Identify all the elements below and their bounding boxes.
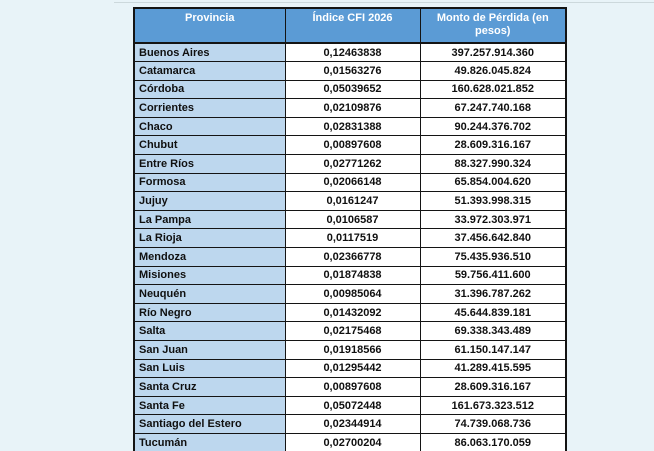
province-cell: Corrientes <box>133 98 286 118</box>
province-cell: Río Negro <box>133 302 286 323</box>
table-row: San Juan 0,01918566 61.150.147.147 <box>133 340 567 360</box>
cfi-index-cell: 0,02771262 <box>284 154 421 174</box>
table-row: Buenos Aires 0,12463838 397.257.914.360 <box>133 42 567 63</box>
table-row: Santa Fe 0,05072448 161.673.323.512 <box>133 395 567 416</box>
table-row: Jujuy 0,0161247 51.393.998.315 <box>133 191 567 211</box>
loss-amount-cell: 41.289.415.595 <box>419 358 567 379</box>
province-cell: San Luis <box>133 358 286 379</box>
cfi-index-cell: 0,02066148 <box>284 172 421 193</box>
province-cell: La Rioja <box>133 228 286 249</box>
table-row: Entre Ríos 0,02771262 88.327.990.324 <box>133 154 567 174</box>
loss-amount-cell: 397.257.914.360 <box>419 42 567 63</box>
cfi-index-cell: 0,01874838 <box>284 265 421 286</box>
loss-amount-cell: 90.244.376.702 <box>419 116 567 137</box>
table-row: Chaco 0,02831388 90.244.376.702 <box>133 116 567 137</box>
loss-amount-cell: 86.063.170.059 <box>419 432 567 451</box>
table-row: Neuquén 0,00985064 31.396.787.262 <box>133 284 567 304</box>
loss-amount-cell: 74.739.068.736 <box>419 414 567 434</box>
table-row: Corrientes 0,02109876 67.247.740.168 <box>133 98 567 118</box>
province-cell: La Pampa <box>133 209 286 230</box>
table-row: Córdoba 0,05039652 160.628.021.852 <box>133 79 567 100</box>
loss-amount-cell: 45.644.839.181 <box>419 302 567 323</box>
province-cell: Catamarca <box>133 61 286 81</box>
province-cell: Entre Ríos <box>133 154 286 174</box>
province-cell: Santa Fe <box>133 395 286 416</box>
cfi-index-cell: 0,12463838 <box>284 42 421 63</box>
loss-amount-cell: 65.854.004.620 <box>419 172 567 193</box>
column-header-provincia: Provincia <box>133 7 286 44</box>
table-row: Formosa 0,02066148 65.854.004.620 <box>133 172 567 193</box>
table-row: Chubut 0,00897608 28.609.316.167 <box>133 135 567 156</box>
table-row: Río Negro 0,01432092 45.644.839.181 <box>133 302 567 323</box>
loss-amount-cell: 31.396.787.262 <box>419 284 567 304</box>
loss-amount-cell: 51.393.998.315 <box>419 191 567 211</box>
loss-amount-cell: 75.435.936.510 <box>419 247 567 267</box>
loss-amount-cell: 67.247.740.168 <box>419 98 567 118</box>
table-row: San Luis 0,01295442 41.289.415.595 <box>133 358 567 379</box>
province-cell: Mendoza <box>133 247 286 267</box>
header-row: Provincia Índice CFI 2026 Monto de Pérdi… <box>133 7 567 44</box>
column-header-indice-cfi: Índice CFI 2026 <box>284 7 421 44</box>
table-row: Misiones 0,01874838 59.756.411.600 <box>133 265 567 286</box>
loss-amount-cell: 28.609.316.167 <box>419 135 567 156</box>
cfi-index-cell: 0,05039652 <box>284 79 421 100</box>
cfi-index-cell: 0,01432092 <box>284 302 421 323</box>
loss-amount-cell: 88.327.990.324 <box>419 154 567 174</box>
cfi-index-cell: 0,02344914 <box>284 414 421 434</box>
cfi-index-cell: 0,01918566 <box>284 340 421 360</box>
loss-amount-cell: 160.628.021.852 <box>419 79 567 100</box>
cfi-index-cell: 0,0117519 <box>284 228 421 249</box>
cfi-index-cell: 0,02700204 <box>284 432 421 451</box>
cfi-index-cell: 0,01295442 <box>284 358 421 379</box>
table-row: Catamarca 0,01563276 49.826.045.824 <box>133 61 567 81</box>
cfi-index-cell: 0,02109876 <box>284 98 421 118</box>
table-row: Santiago del Estero 0,02344914 74.739.06… <box>133 414 567 434</box>
province-cell: Salta <box>133 321 286 341</box>
cfi-index-cell: 0,01563276 <box>284 61 421 81</box>
province-cell: Neuquén <box>133 284 286 304</box>
loss-amount-cell: 69.338.343.489 <box>419 321 567 341</box>
province-cell: Tucumán <box>133 432 286 451</box>
province-cell: San Juan <box>133 340 286 360</box>
loss-amount-cell: 49.826.045.824 <box>419 61 567 81</box>
cfi-index-cell: 0,00897608 <box>284 377 421 397</box>
province-cell: Jujuy <box>133 191 286 211</box>
table-row: La Rioja 0,0117519 37.456.642.840 <box>133 228 567 249</box>
cfi-index-cell: 0,05072448 <box>284 395 421 416</box>
top-hairline-divider <box>114 2 654 3</box>
cfi-index-cell: 0,02831388 <box>284 116 421 137</box>
province-cell: Buenos Aires <box>133 42 286 63</box>
province-cell: Formosa <box>133 172 286 193</box>
province-cell: Santiago del Estero <box>133 414 286 434</box>
cfi-index-cell: 0,00985064 <box>284 284 421 304</box>
province-cell: Santa Cruz <box>133 377 286 397</box>
table-row: Salta 0,02175468 69.338.343.489 <box>133 321 567 341</box>
column-header-monto-perdida: Monto de Pérdida (en pesos) <box>419 7 567 44</box>
table-row: Santa Cruz 0,00897608 28.609.316.167 <box>133 377 567 397</box>
table-row: Mendoza 0,02366778 75.435.936.510 <box>133 247 567 267</box>
provinces-cfi-table: Provincia Índice CFI 2026 Monto de Pérdi… <box>133 7 567 451</box>
table-row: La Pampa 0,0106587 33.972.303.971 <box>133 209 567 230</box>
loss-amount-cell: 28.609.316.167 <box>419 377 567 397</box>
loss-amount-cell: 59.756.411.600 <box>419 265 567 286</box>
province-cell: Córdoba <box>133 79 286 100</box>
cfi-index-cell: 0,00897608 <box>284 135 421 156</box>
cfi-index-cell: 0,02366778 <box>284 247 421 267</box>
loss-amount-cell: 33.972.303.971 <box>419 209 567 230</box>
cfi-index-cell: 0,0161247 <box>284 191 421 211</box>
loss-amount-cell: 37.456.642.840 <box>419 228 567 249</box>
loss-amount-cell: 61.150.147.147 <box>419 340 567 360</box>
cfi-index-cell: 0,0106587 <box>284 209 421 230</box>
province-cell: Misiones <box>133 265 286 286</box>
loss-amount-cell: 161.673.323.512 <box>419 395 567 416</box>
table-row: Tucumán 0,02700204 86.063.170.059 <box>133 432 567 451</box>
province-cell: Chaco <box>133 116 286 137</box>
province-cell: Chubut <box>133 135 286 156</box>
cfi-index-cell: 0,02175468 <box>284 321 421 341</box>
